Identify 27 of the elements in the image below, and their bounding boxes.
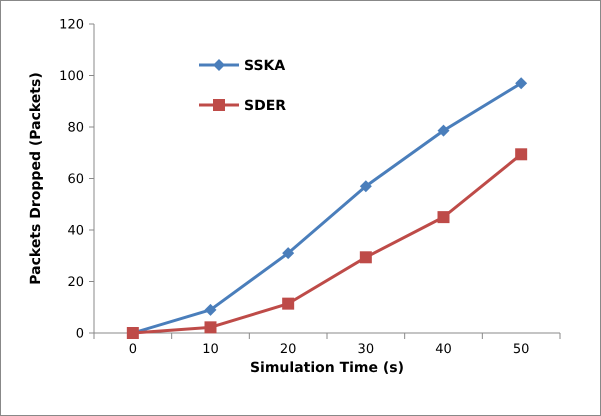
y-axis-title: Packets Dropped (Packets) bbox=[28, 72, 44, 285]
y-tick-label: 120 bbox=[59, 18, 84, 33]
y-tick-label: 100 bbox=[59, 69, 84, 84]
legend-label: SSKA bbox=[244, 58, 286, 74]
point bbox=[438, 211, 450, 224]
x-tick-label: 20 bbox=[280, 342, 296, 357]
x-axis-title: Simulation Time (s) bbox=[250, 360, 404, 376]
y-tick-label: 40 bbox=[67, 224, 84, 239]
x-tick-label: 40 bbox=[435, 342, 452, 357]
point bbox=[360, 180, 372, 192]
legend-label: SDER bbox=[244, 98, 286, 114]
y-tick-label: 60 bbox=[67, 172, 84, 188]
x-tick-label: 0 bbox=[128, 342, 137, 357]
point bbox=[282, 298, 294, 310]
point bbox=[204, 304, 216, 316]
y-tick-label: 80 bbox=[67, 120, 84, 136]
point bbox=[515, 77, 528, 90]
x-tick-label: 10 bbox=[202, 342, 219, 357]
x-tick-label: 30 bbox=[358, 342, 374, 357]
y-tick-label: 20 bbox=[67, 275, 84, 290]
point bbox=[360, 251, 372, 264]
point bbox=[204, 321, 216, 334]
y-tick-label: 0 bbox=[76, 326, 84, 342]
point bbox=[282, 247, 294, 260]
point bbox=[438, 124, 450, 137]
point bbox=[515, 148, 528, 160]
x-tick-label: 50 bbox=[512, 342, 530, 357]
